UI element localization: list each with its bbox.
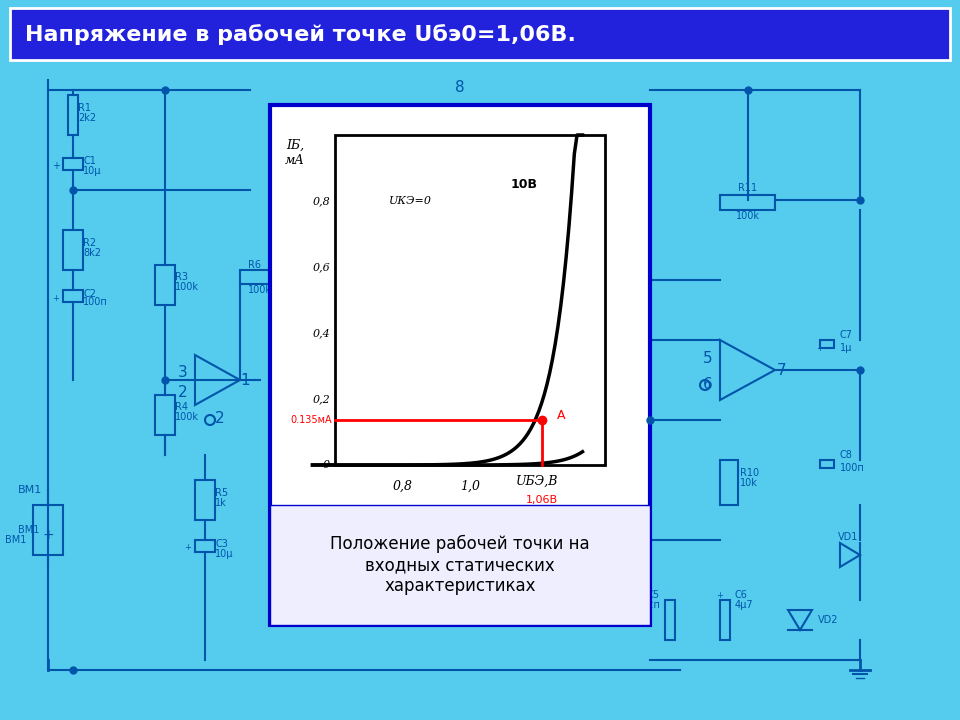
Text: 100k: 100k: [736, 211, 760, 221]
Text: R5: R5: [215, 488, 228, 498]
Text: ВМ1: ВМ1: [18, 485, 42, 495]
Bar: [155, 395, 175, 435]
Text: 0.135мА: 0.135мА: [290, 415, 332, 426]
Bar: [240, 270, 280, 284]
Text: 1,06В: 1,06В: [526, 495, 558, 505]
Text: 100k: 100k: [175, 282, 199, 292]
Text: 2: 2: [179, 384, 188, 400]
Text: IБ,: IБ,: [286, 138, 304, 151]
Text: ВМ1: ВМ1: [18, 525, 39, 535]
Text: 4µ7: 4µ7: [735, 600, 754, 610]
Bar: [720, 460, 738, 505]
Text: 10µ: 10µ: [215, 549, 233, 559]
Bar: [270, 505, 650, 625]
Text: C2: C2: [83, 289, 96, 299]
Text: R4: R4: [175, 402, 188, 412]
Text: R1: R1: [78, 103, 91, 113]
Text: 0,4: 0,4: [312, 328, 330, 338]
Text: 100k: 100k: [248, 285, 272, 295]
Text: 10µ: 10µ: [83, 166, 102, 176]
Text: C5: C5: [647, 590, 660, 600]
Text: 0,6: 0,6: [312, 262, 330, 272]
Bar: [335, 135, 605, 465]
Bar: [270, 105, 650, 625]
Text: 8: 8: [455, 80, 465, 95]
Bar: [155, 265, 175, 305]
Bar: [195, 480, 215, 520]
Text: R10: R10: [740, 468, 759, 478]
Text: +: +: [817, 343, 824, 353]
Text: VD1: VD1: [838, 532, 858, 542]
Text: VD2: VD2: [818, 615, 838, 625]
Text: R3: R3: [175, 272, 188, 282]
Bar: [68, 95, 78, 135]
Text: 1: 1: [240, 372, 250, 387]
Text: 1k: 1k: [215, 498, 227, 508]
Bar: [665, 600, 675, 640]
Text: 22п: 22п: [641, 600, 660, 610]
Bar: [63, 230, 83, 270]
Text: 1,0: 1,0: [460, 480, 480, 493]
Bar: [720, 600, 730, 640]
Text: C1: C1: [83, 156, 96, 166]
Text: +: +: [52, 161, 60, 171]
Text: 2: 2: [215, 410, 225, 426]
Text: 2k2: 2k2: [78, 113, 96, 123]
Bar: [63, 290, 83, 302]
Text: C8: C8: [840, 450, 852, 460]
Text: 100п: 100п: [840, 463, 865, 473]
Text: C7: C7: [840, 330, 853, 340]
Bar: [33, 505, 63, 555]
Text: Положение рабочей точки на
входных статических
характеристиках: Положение рабочей точки на входных стати…: [330, 535, 589, 595]
Text: 5: 5: [703, 351, 713, 366]
Text: 0,8: 0,8: [393, 480, 413, 493]
Bar: [10, 8, 950, 60]
Text: ВМ1: ВМ1: [5, 535, 26, 545]
Text: 0,2: 0,2: [312, 394, 330, 404]
Text: 3: 3: [179, 364, 188, 379]
Bar: [820, 460, 834, 468]
Bar: [195, 540, 215, 552]
Text: мА: мА: [285, 153, 305, 166]
Bar: [63, 158, 83, 170]
Text: 6: 6: [703, 377, 713, 392]
Text: 1µ: 1µ: [840, 343, 852, 353]
Text: 10k: 10k: [740, 478, 757, 488]
Text: UКЭ=0: UКЭ=0: [389, 196, 432, 206]
Text: 8k2: 8k2: [83, 248, 101, 258]
Text: 0: 0: [323, 460, 330, 470]
Bar: [820, 340, 834, 348]
Text: 0,8: 0,8: [312, 196, 330, 206]
Text: R11: R11: [738, 183, 757, 193]
Text: C6: C6: [735, 590, 748, 600]
Text: Напряжение в рабочей точке Uбэ0=1,06В.: Напряжение в рабочей точке Uбэ0=1,06В.: [25, 24, 576, 45]
Text: +: +: [184, 544, 191, 552]
Text: 7: 7: [778, 362, 787, 377]
Text: 10В: 10В: [511, 178, 538, 191]
Text: +: +: [53, 294, 60, 302]
Text: R6: R6: [248, 260, 261, 270]
Text: 100п: 100п: [83, 297, 108, 307]
Text: C3: C3: [215, 539, 228, 549]
Text: +: +: [42, 528, 54, 542]
Bar: [720, 195, 775, 210]
Text: А: А: [557, 409, 565, 422]
Text: +: +: [716, 590, 724, 600]
Text: 100k: 100k: [175, 412, 199, 422]
Text: UБЭ,В: UБЭ,В: [516, 475, 559, 488]
Text: R2: R2: [83, 238, 96, 248]
